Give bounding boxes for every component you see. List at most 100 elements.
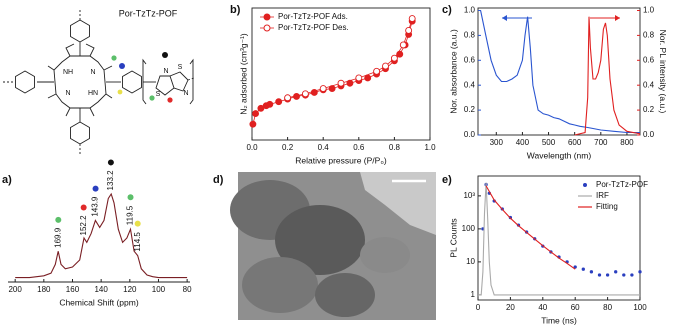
phenyl-ring xyxy=(122,70,142,94)
structure-label: Por-TzTz-POF xyxy=(119,8,178,18)
legend-swatch xyxy=(263,13,271,21)
x-tick-label: 0.6 xyxy=(353,143,365,152)
peak-dot xyxy=(92,185,99,192)
label-dot xyxy=(111,55,117,61)
label-dot xyxy=(119,63,125,69)
data-point xyxy=(373,67,381,75)
y-tick-label: 1 xyxy=(471,290,476,299)
legend-label: IRF xyxy=(596,191,609,200)
panel-label: c) xyxy=(442,4,452,16)
label-dot xyxy=(117,89,123,95)
data-point xyxy=(614,270,618,274)
x-tick-label: 1.0 xyxy=(424,143,436,152)
x-tick-label: 0.4 xyxy=(318,143,330,152)
x-tick-label: 180 xyxy=(37,285,51,294)
y2-tick-label: 0.4 xyxy=(643,80,655,89)
y-axis-label: PL Counts xyxy=(448,218,458,257)
atom-label: HN xyxy=(88,90,98,97)
x-tick-label: 80 xyxy=(183,285,192,294)
y2-tick-label: 0.0 xyxy=(643,130,655,139)
panel-label: e) xyxy=(442,174,452,186)
chemical-structure xyxy=(3,10,195,154)
tem-particle xyxy=(242,257,318,313)
y-tick-label: 10 xyxy=(466,257,475,266)
data-point xyxy=(573,265,577,269)
x-tick-label: 140 xyxy=(94,285,108,294)
atom-label: N xyxy=(65,90,70,97)
tem-particle xyxy=(315,273,375,317)
peak-label: 119.5 xyxy=(126,205,135,225)
x-tick-label: 800 xyxy=(620,138,634,147)
data-point xyxy=(638,270,642,274)
peak-dot xyxy=(134,220,141,227)
data-point xyxy=(257,104,265,112)
plot-frame xyxy=(477,7,641,136)
porphyrin-ring xyxy=(53,55,107,109)
data-point xyxy=(396,50,404,58)
series-line xyxy=(252,21,413,125)
legend-label: Por-TzTz-POF Ads. xyxy=(278,12,348,21)
y-tick-label: 1.0 xyxy=(464,6,476,15)
legend-swatch xyxy=(583,183,587,187)
panel-label: d) xyxy=(213,174,224,186)
x-tick-label: 20 xyxy=(506,303,515,312)
data-point xyxy=(249,120,257,128)
atom-label: N xyxy=(183,90,188,97)
y-tick-label: 10³ xyxy=(463,191,475,200)
data-point xyxy=(266,100,274,108)
atom-label: S xyxy=(178,64,183,71)
x-tick-label: 100 xyxy=(633,303,647,312)
data-point xyxy=(355,74,363,82)
tem-background-light xyxy=(360,172,436,235)
x-axis-label: Wavelength (nm) xyxy=(527,150,592,160)
x-tick-label: 60 xyxy=(571,303,580,312)
plot-frame xyxy=(477,175,641,301)
x-tick-label: 600 xyxy=(568,138,582,147)
phenyl-ring xyxy=(15,70,35,94)
x-tick-label: 300 xyxy=(490,138,504,147)
data-point xyxy=(284,94,292,102)
x-tick-label: 0.0 xyxy=(246,143,258,152)
data-point xyxy=(405,26,413,34)
peak-dot xyxy=(107,159,114,166)
y2-tick-label: 0.6 xyxy=(643,55,655,64)
peak-label: 152.2 xyxy=(79,215,88,236)
atom-label: N xyxy=(90,69,95,76)
atom-label: NH xyxy=(63,69,73,76)
data-point xyxy=(630,273,634,277)
label-dot xyxy=(149,95,155,101)
peak-label: 143.9 xyxy=(91,196,100,217)
y-axis-label: N₂ adsorbed (cm³g⁻¹) xyxy=(238,33,248,115)
data-point xyxy=(252,110,260,118)
label-dot xyxy=(167,97,173,103)
x-tick-label: 700 xyxy=(594,138,608,147)
x-tick-label: 100 xyxy=(152,285,166,294)
series-line xyxy=(485,185,576,270)
x-tick-label: 0 xyxy=(476,303,481,312)
atom-label: S xyxy=(156,91,161,98)
label-dot xyxy=(162,52,168,58)
series-line xyxy=(574,16,641,136)
data-point xyxy=(382,62,389,70)
x-axis-label: Time (ns) xyxy=(541,315,577,325)
y-tick-label: 0.2 xyxy=(464,105,476,114)
panel-label: b) xyxy=(230,4,241,16)
y-tick-label: 0.6 xyxy=(464,55,476,64)
y2-tick-label: 0.8 xyxy=(643,31,655,40)
peak-label: 114.5 xyxy=(133,232,142,252)
x-tick-label: 0.2 xyxy=(282,143,294,152)
legend-swatch xyxy=(263,24,271,32)
panel-label: a) xyxy=(2,174,12,186)
bracket xyxy=(142,58,194,105)
y-tick-label: 100 xyxy=(462,224,476,233)
y-tick-label: 0.8 xyxy=(464,31,476,40)
series-line xyxy=(478,182,640,296)
y-tick-label: 0.4 xyxy=(464,80,476,89)
peak-label: 169.9 xyxy=(53,227,62,248)
x-tick-label: 400 xyxy=(516,138,530,147)
x-tick-label: 0.8 xyxy=(389,143,401,152)
legend-label: Por-TzTz-POF xyxy=(596,180,648,189)
plot-frame xyxy=(251,7,431,141)
tem-particle xyxy=(360,237,410,273)
y-axis-label: Nor. absorbance (a.u.) xyxy=(448,29,458,114)
